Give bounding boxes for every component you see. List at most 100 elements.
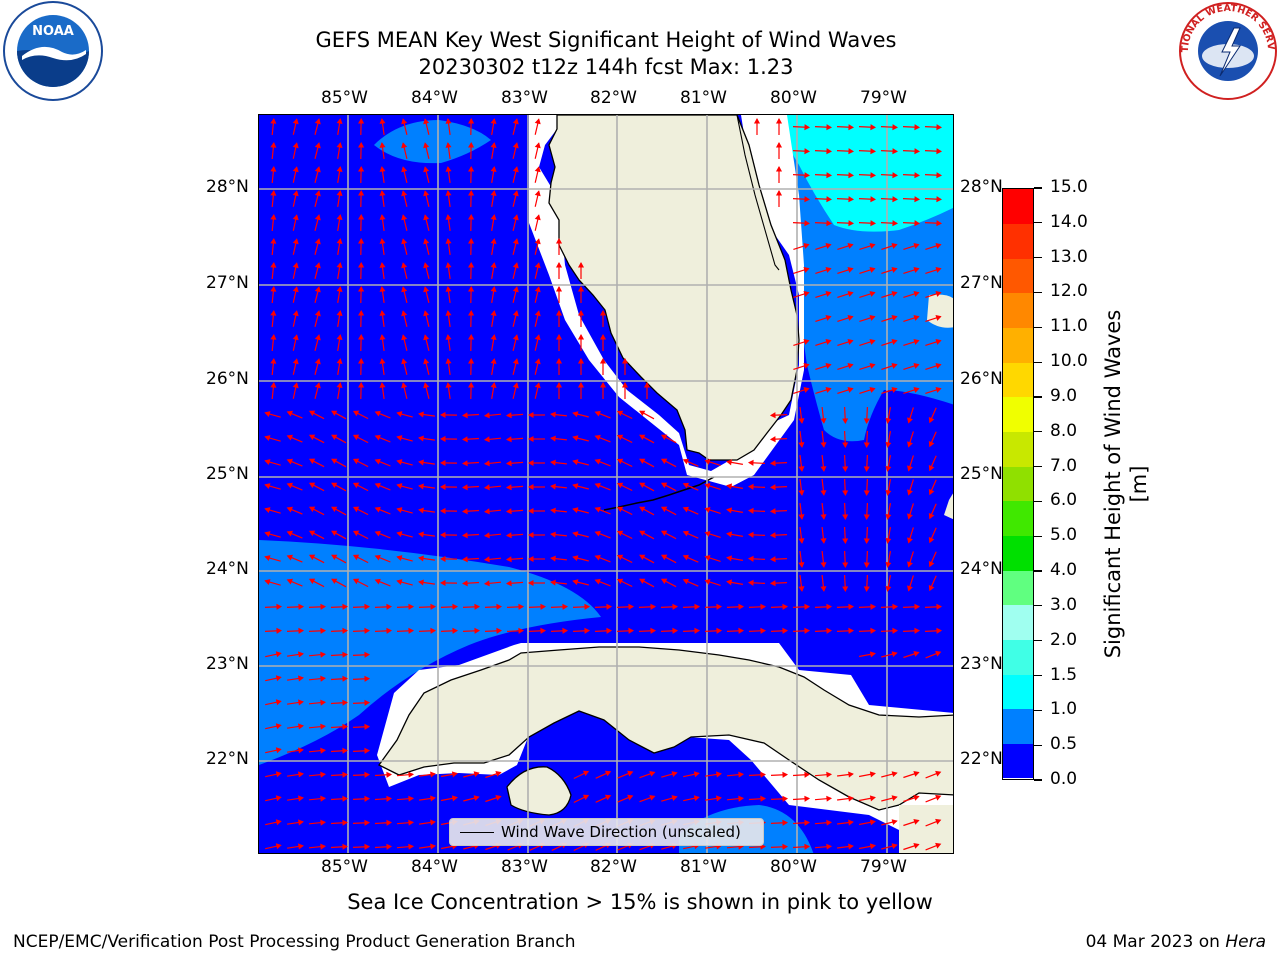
wave-arrow-head [550,483,556,490]
colorbar-tick-label: 4.0 [1050,560,1078,581]
wave-arrow-head [527,459,534,467]
wave-arrow-head [401,334,408,341]
wave-arrow-head [550,507,556,514]
wave-arrow-head [842,418,849,425]
wave-arrow-head [374,530,381,537]
wave-arrow-head [292,214,299,221]
wave-arrow-head [826,843,833,850]
wave-arrow-head [264,459,271,465]
wave-arrow-head [374,410,381,417]
wave-arrow-head [753,117,761,124]
wave-arrow-head [468,237,475,244]
wave-arrow-head [825,243,832,249]
lat-label-left: 25°N [206,464,249,484]
wave-arrow-head [798,562,805,568]
wave-arrow-head [286,410,293,417]
wave-arrow-head [760,795,767,802]
wave-arrow-head [682,482,689,489]
wave-arrow-head [270,309,277,316]
wave-arrow-head [292,118,299,125]
wave-arrow-head [451,795,458,802]
wave-arrow-head [582,794,590,801]
footer-host: Hera [1225,932,1266,952]
lat-label-right: 27°N [960,273,1003,293]
wave-arrow-head [396,483,403,490]
wave-arrow-head [512,382,519,389]
wave-arrow-head [863,490,870,497]
colorbar-tick-mark [1034,431,1042,433]
wave-arrow-head [401,286,408,293]
wave-arrow-head [308,482,316,489]
wave-arrow-head [379,382,386,388]
wave-arrow-head [374,482,381,489]
wave-arrow-head [342,795,349,802]
colorbar-segment [1003,570,1033,606]
wave-arrow-head [505,556,512,563]
wave-arrow-head [775,141,783,148]
wave-arrow-head [643,381,651,388]
wave-arrow-head [468,309,475,316]
wave-arrow-head [336,358,343,365]
wave-arrow-head [386,819,393,826]
wave-arrow-head [364,651,371,658]
lat-label-left: 28°N [206,177,249,197]
wave-arrow-head [594,530,601,537]
wave-arrow-head [577,261,585,268]
wave-arrow-head [738,795,745,802]
wave-arrow-head [505,412,512,419]
wave-arrow-head [461,580,468,587]
wave-arrow-head [264,411,271,417]
wave-arrow-head [342,699,349,706]
wave-arrow-head [606,627,613,634]
wave-arrow-head [364,747,371,754]
wave-arrow-head [275,747,282,754]
wave-arrow-head [275,651,282,658]
wave-arrow-head [461,556,468,563]
wave-arrow-head [891,339,898,345]
wave-arrow-head [490,142,497,149]
wave-arrow-head [439,507,446,514]
wave-arrow-head [928,489,935,496]
wave-arrow-head [639,434,646,440]
wave-arrow-head [825,267,832,273]
wave-arrow-head [297,843,304,850]
wave-arrow-head [374,434,381,441]
wave-arrow-head [682,554,689,561]
wave-arrow-head [649,770,656,777]
colorbar-tick-label: 2.0 [1050,629,1078,650]
wave-arrow-head [534,214,541,221]
wave-arrow-head [826,771,833,778]
wave-arrow-head [928,513,935,520]
wave-arrow-head [913,795,920,801]
wave-arrow-head [292,262,299,269]
wave-height-map [259,115,953,853]
wave-arrow-head [342,747,349,754]
wave-arrow-head [490,310,497,317]
wave-arrow-head [352,554,360,561]
wave-arrow-head [715,795,722,802]
wave-arrow-head [401,262,408,269]
lon-label-bottom: 83°W [501,857,548,877]
wave-arrow-head [848,220,855,227]
wave-arrow-head [820,490,827,496]
wave-arrow-head [297,699,304,706]
wave-arrow-head [314,262,321,269]
wave-arrow-head [270,165,277,172]
wave-arrow-head [292,334,299,341]
wave-arrow-head [885,561,892,568]
lat-label-left: 27°N [206,273,249,293]
wave-arrow-head [885,537,892,544]
sea-ice-note: Sea Ice Concentration > 15% is shown in … [347,890,933,914]
wave-arrow-head [534,334,541,341]
wave-arrow-head [320,627,327,634]
wave-arrow-head [352,578,360,585]
wave-arrow-head [439,435,446,442]
wave-arrow-head [496,627,503,634]
wave-arrow-head [775,189,783,196]
wave-arrow-head [577,357,585,364]
wave-arrow-head [364,699,371,706]
wave-arrow-head [490,214,497,221]
wave-arrow-head [804,771,811,778]
wave-arrow-head [342,651,349,658]
wave-arrow-head [616,434,624,441]
